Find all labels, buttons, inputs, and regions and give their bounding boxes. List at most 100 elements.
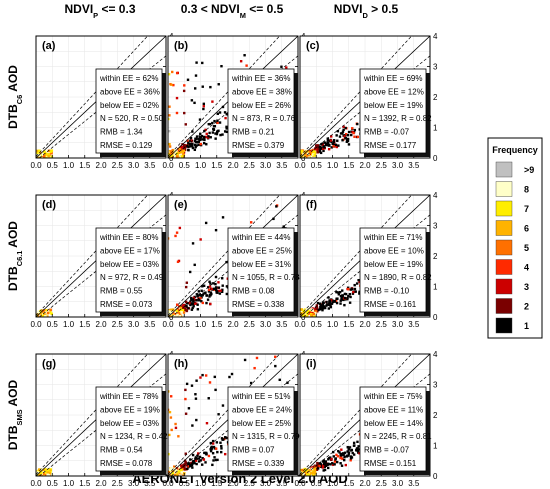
data-point xyxy=(208,131,211,135)
data-point xyxy=(327,466,330,470)
stat-line: N = 1392, R = 0.82 xyxy=(364,114,432,123)
data-point xyxy=(347,454,350,457)
data-point xyxy=(187,307,190,310)
data-point xyxy=(172,465,176,468)
data-point xyxy=(218,292,222,295)
stats-box xyxy=(227,68,295,154)
stat-line: RMB = 0.08 xyxy=(232,287,275,296)
data-point xyxy=(312,153,315,156)
data-point xyxy=(179,145,182,148)
stat-line: below EE = 19% xyxy=(364,101,423,110)
panel-letter: (h) xyxy=(174,358,188,370)
data-point xyxy=(219,289,222,292)
data-point xyxy=(201,373,204,377)
data-point xyxy=(193,461,196,465)
data-point xyxy=(323,306,327,310)
data-point xyxy=(38,474,41,476)
data-point xyxy=(210,287,213,291)
column-title-1-rest: <= 0.3 xyxy=(98,2,136,16)
stat-line: above EE = 19% xyxy=(100,405,160,414)
data-point xyxy=(181,308,185,312)
data-point xyxy=(223,111,227,114)
data-point xyxy=(199,297,202,300)
data-point xyxy=(312,150,316,153)
data-point xyxy=(184,388,187,392)
stats-box xyxy=(95,386,163,472)
data-point xyxy=(321,460,325,463)
stat-line: below EE = 03% xyxy=(100,260,159,269)
data-point xyxy=(209,446,213,450)
x-tick-label: 1.0 xyxy=(63,161,75,170)
data-point xyxy=(182,307,185,310)
data-point xyxy=(214,447,218,450)
x-tick-label: 3.5 xyxy=(276,320,288,329)
stat-line: N = 1234, R = 0.42 xyxy=(100,432,168,441)
stats-box xyxy=(95,68,163,154)
data-point xyxy=(208,285,212,288)
data-point xyxy=(174,426,178,430)
stat-line: above EE = 10% xyxy=(364,246,424,255)
stat-line: within EE = 62% xyxy=(99,74,158,83)
data-point xyxy=(300,472,303,476)
data-point xyxy=(50,155,54,158)
data-point xyxy=(319,304,323,307)
data-point xyxy=(212,127,215,131)
data-point xyxy=(170,154,174,157)
column-title-2-base: 0.3 < NDVI xyxy=(181,2,240,16)
x-tick-label: 0.0 xyxy=(294,479,306,488)
data-point xyxy=(36,151,39,155)
data-point xyxy=(199,135,203,139)
data-point xyxy=(313,467,317,471)
row-label-2-base: DTB xyxy=(6,266,20,291)
data-point xyxy=(312,465,315,469)
legend-label: 3 xyxy=(524,282,529,292)
data-point xyxy=(347,130,351,134)
data-point xyxy=(351,127,354,130)
data-point xyxy=(331,142,334,145)
data-point xyxy=(300,150,304,153)
data-point xyxy=(354,290,357,293)
data-point xyxy=(357,451,360,454)
data-point xyxy=(185,309,188,313)
data-point xyxy=(192,305,195,308)
data-point xyxy=(193,302,197,305)
data-point xyxy=(220,450,223,454)
data-point xyxy=(191,453,195,457)
data-point xyxy=(347,447,350,450)
data-point xyxy=(188,301,191,305)
data-point xyxy=(180,311,183,314)
panel-letter: (c) xyxy=(306,40,320,52)
data-point xyxy=(331,300,335,304)
data-point xyxy=(202,105,205,108)
data-point xyxy=(349,457,353,460)
stat-line: above EE = 25% xyxy=(232,246,292,255)
data-point xyxy=(192,302,195,306)
data-point xyxy=(304,471,307,475)
data-point xyxy=(195,135,199,138)
data-point xyxy=(195,61,198,64)
data-point xyxy=(339,456,342,460)
stat-line: RMSE = 0.379 xyxy=(232,141,285,150)
data-point xyxy=(243,54,246,57)
data-point xyxy=(339,299,342,302)
data-point xyxy=(168,145,172,148)
data-point xyxy=(348,301,352,304)
data-point xyxy=(340,296,343,300)
stat-line: RMSE = 0.177 xyxy=(364,141,417,150)
data-point xyxy=(339,462,342,465)
data-point xyxy=(341,457,344,461)
data-point xyxy=(329,305,333,309)
data-point xyxy=(275,26,277,28)
data-point xyxy=(207,135,210,138)
data-point xyxy=(321,466,325,469)
data-point xyxy=(348,446,352,449)
x-tick-label: 0.5 xyxy=(47,479,59,488)
panel-letter: (e) xyxy=(174,199,188,211)
data-point xyxy=(169,82,172,86)
data-point xyxy=(187,407,191,410)
y-tick-label: 3 xyxy=(433,222,438,231)
data-point xyxy=(321,464,325,467)
x-tick-label: 1.0 xyxy=(327,320,339,329)
